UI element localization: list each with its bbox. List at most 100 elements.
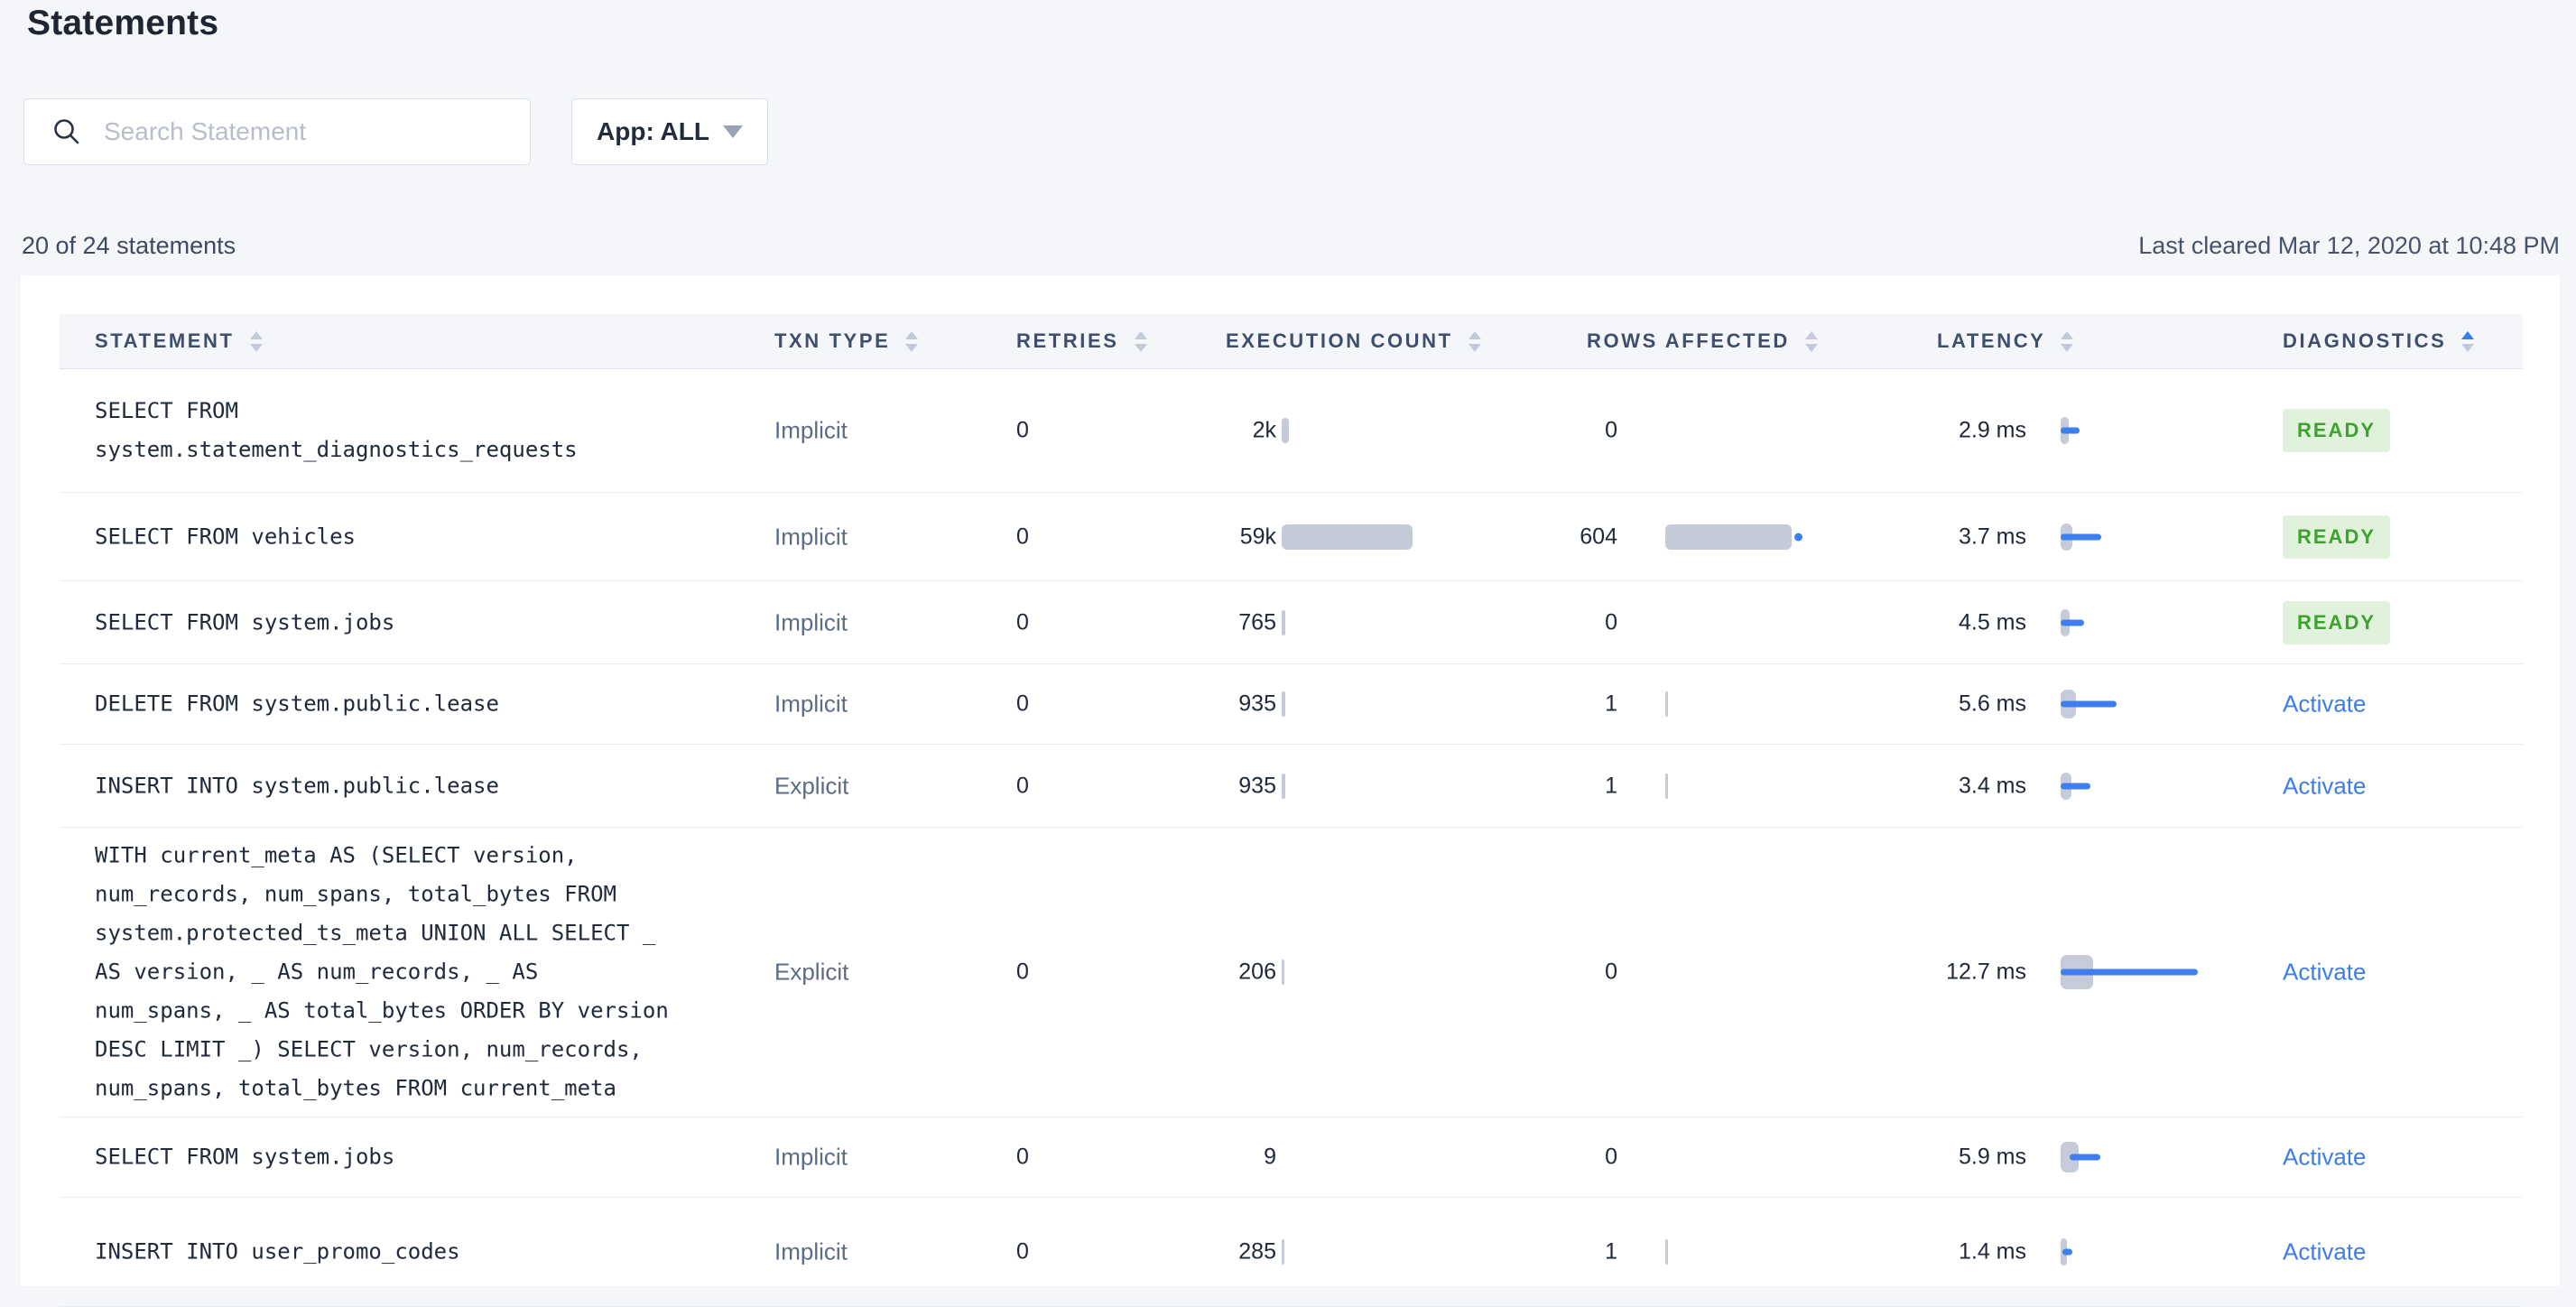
latency-mean-bar [2062,1248,2072,1256]
diagnostics-activate-link[interactable]: Activate [2283,1237,2367,1265]
diagnostics-activate-link[interactable]: Activate [2283,958,2367,986]
retries-cell: 0 [1016,773,1029,798]
column-header-label: ROWS AFFECTED [1587,329,1790,352]
rows-affected-chart [1665,517,1846,557]
latency-chart [2061,766,2223,806]
page-title: Statements [27,4,219,42]
sort-down-arrow-icon [2461,343,2475,352]
column-header-latency[interactable]: LATENCY [1937,314,2074,368]
diagnostics-activate-link[interactable]: Activate [2283,690,2367,718]
column-header-retries[interactable]: RETRIES [1016,314,1147,368]
execution-count-value: 2k [1252,417,1276,442]
rows-affected-value: 1 [1605,1238,1617,1265]
retries-cell: 0 [1016,959,1029,985]
table-row: DELETE FROM system.public.lease Implicit 0… [60,664,2523,745]
execution-count-bar [1282,959,1284,985]
table-row: SELECT FROM system.statement_diagnostics… [60,368,2523,493]
rows-affected-bar [1665,773,1668,799]
statement-cell[interactable]: SELECT FROM vehicles [95,524,356,549]
table-row: SELECT FROM system.jobs Implicit 0 765 0 4.5 … [60,581,2523,664]
execution-count-chart [1282,766,1462,806]
latency-chart [2061,517,2223,557]
execution-count-bar [1282,773,1285,799]
latency-value: 4.5 ms [1958,609,2026,635]
latency-chart [2061,1232,2223,1272]
sort-up-arrow-icon [1804,330,1818,339]
sort-arrows-icon[interactable] [905,330,919,352]
sort-arrows-icon[interactable] [2061,330,2074,352]
rows-affected-value: 0 [1605,417,1617,442]
execution-count-chart [1282,1137,1462,1177]
column-header-label: RETRIES [1016,329,1119,352]
sort-arrows-icon[interactable] [1804,330,1818,352]
table-row: SELECT FROM vehicles Implicit 0 59k 604 3.7 m… [60,493,2523,581]
latency-value: 5.6 ms [1958,691,2026,717]
column-header-txn_type[interactable]: TXN TYPE [774,314,919,368]
column-header-statement[interactable]: STATEMENT [95,314,263,368]
column-header-label: LATENCY [1937,329,2046,352]
sort-up-arrow-icon [2461,330,2475,339]
sort-down-arrow-icon [1134,343,1147,352]
txn-type-cell: Explicit [774,958,849,986]
column-header-label: STATEMENT [95,329,235,352]
execution-count-value: 935 [1238,691,1276,717]
sort-down-arrow-icon [1468,343,1481,352]
sort-down-arrow-icon [2061,343,2074,352]
latency-mean-bar [2061,427,2080,433]
execution-count-chart [1282,411,1462,450]
latency-mean-bar [2070,1154,2100,1161]
latency-value: 5.9 ms [1958,1144,2026,1170]
statement-cell[interactable]: SELECT FROM system.statement_diagnostics… [95,397,578,462]
table-row: WITH current_meta AS (SELECT version, nu… [60,828,2523,1117]
statement-cell[interactable]: INSERT INTO system.public.lease [95,773,499,798]
search-input[interactable] [102,116,515,147]
diagnostics-ready-badge: READY [2283,514,2391,559]
statements-count: 20 of 24 statements [22,232,236,259]
retries-cell: 0 [1016,524,1029,549]
diagnostics-activate-link[interactable]: Activate [2283,1143,2367,1171]
latency-chart [2061,684,2223,724]
rows-affected-chart [1665,766,1846,806]
latency-mean-bar [2061,969,2198,976]
sort-arrows-icon[interactable] [1134,330,1147,352]
table-row: SELECT FROM system.jobs Implicit 0 9 0 5.9 ms… [60,1117,2523,1198]
sort-up-arrow-icon [905,330,919,339]
sort-arrows-icon[interactable] [249,330,263,352]
statement-cell[interactable]: DELETE FROM system.public.lease [95,691,499,717]
app-filter-dropdown[interactable]: App: ALL [571,98,768,165]
column-header-execution_count[interactable]: EXECUTION COUNT [1226,314,1481,368]
diagnostics-ready-badge: READY [2283,408,2391,452]
execution-count-bar [1282,417,1289,443]
column-header-label: TXN TYPE [774,329,891,352]
retries-cell: 0 [1016,609,1029,635]
rows-affected-bar [1665,524,1792,550]
sort-arrows-icon[interactable] [2461,330,2475,352]
execution-count-chart [1282,517,1462,557]
rows-affected-chart [1665,1137,1846,1177]
rows-affected-dot [1794,533,1802,541]
rows-affected-value: 0 [1605,1144,1617,1170]
statement-cell[interactable]: WITH current_meta AS (SELECT version, nu… [95,842,669,1101]
sort-arrows-icon[interactable] [1468,330,1481,352]
rows-affected-chart [1665,603,1846,643]
statements-table-card: STATEMENT TXN TYPE RETRIES EXECUTION COUNT R… [21,275,2560,1307]
latency-mean-bar [2061,533,2101,540]
execution-count-chart [1282,684,1462,724]
sort-down-arrow-icon [905,343,919,352]
column-header-label: DIAGNOSTICS [2283,329,2447,352]
diagnostics-activate-link[interactable]: Activate [2283,772,2367,799]
rows-affected-chart [1665,411,1846,450]
statement-cell[interactable]: SELECT FROM system.jobs [95,1144,395,1170]
rows-affected-value: 604 [1580,524,1617,549]
execution-count-value: 9 [1264,1144,1276,1170]
column-header-diagnostics[interactable]: DIAGNOSTICS [2283,314,2475,368]
statement-cell[interactable]: INSERT INTO user_promo_codes [95,1238,460,1265]
execution-count-value: 285 [1238,1238,1276,1265]
rows-affected-chart [1665,1232,1846,1272]
rows-affected-value: 0 [1605,959,1617,985]
execution-count-value: 206 [1238,959,1276,985]
execution-count-chart [1282,1232,1462,1272]
column-header-rows_affected[interactable]: ROWS AFFECTED [1587,314,1818,368]
search-box [23,98,531,165]
statement-cell[interactable]: SELECT FROM system.jobs [95,609,395,635]
